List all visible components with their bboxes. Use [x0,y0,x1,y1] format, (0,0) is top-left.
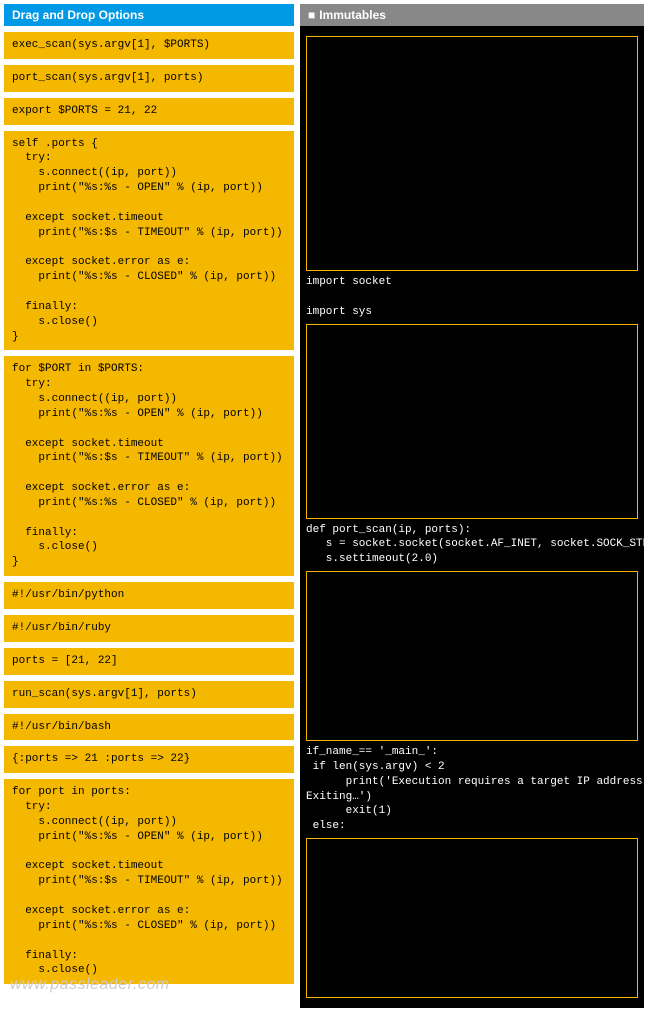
code-panel: import socket import sys def port_scan(i… [300,26,644,1008]
option-shebang-ruby[interactable]: #!/usr/bin/ruby [4,615,294,642]
code-blank [306,290,638,305]
option-export-ports[interactable]: export $PORTS = 21, 22 [4,98,294,125]
option-self-ports[interactable]: self .ports { try: s.connect((ip, port))… [4,131,294,351]
bullet-icon: ■ [308,8,315,22]
immutables-column: ■ Immutables import socket import sys def… [300,4,644,1008]
option-for-port[interactable]: for port in ports: try: s.connect((ip, p… [4,779,294,984]
option-port-scan[interactable]: port_scan(sys.argv[1], ports) [4,65,294,92]
code-socket: s = socket.socket(socket.AF_INET, socket… [306,537,638,552]
code-else: else: [306,819,638,834]
code-def: def port_scan(ip, ports): [306,523,638,538]
option-run-scan[interactable]: run_scan(sys.argv[1], ports) [4,681,294,708]
code-main: if_name_== '_main_': [306,745,638,760]
code-exit: exit(1) [306,804,638,819]
dropzone-1[interactable] [306,36,638,271]
code-import-socket: import socket [306,275,638,290]
dropzone-3[interactable] [306,571,638,741]
dropzone-4[interactable] [306,838,638,998]
option-exec-scan[interactable]: exec_scan(sys.argv[1], $PORTS) [4,32,294,59]
drag-options-column: Drag and Drop Options exec_scan(sys.argv… [4,4,294,1008]
code-import-sys: import sys [306,305,638,320]
dropzone-2[interactable] [306,324,638,519]
option-ports-list[interactable]: ports = [21, 22] [4,648,294,675]
option-ruby-hash[interactable]: {:ports => 21 :ports => 22} [4,746,294,773]
code-len: if len(sys.argv) < 2 [306,760,638,775]
right-header-label: Immutables [319,8,386,22]
option-shebang-bash[interactable]: #!/usr/bin/bash [4,714,294,741]
code-print: print('Execution requires a target IP ad… [306,775,638,805]
right-header: ■ Immutables [300,4,644,26]
option-shebang-python[interactable]: #!/usr/bin/python [4,582,294,609]
option-for-dollar-port[interactable]: for $PORT in $PORTS: try: s.connect((ip,… [4,356,294,576]
code-settimeout: s.settimeout(2.0) [306,552,638,567]
left-header: Drag and Drop Options [4,4,294,26]
